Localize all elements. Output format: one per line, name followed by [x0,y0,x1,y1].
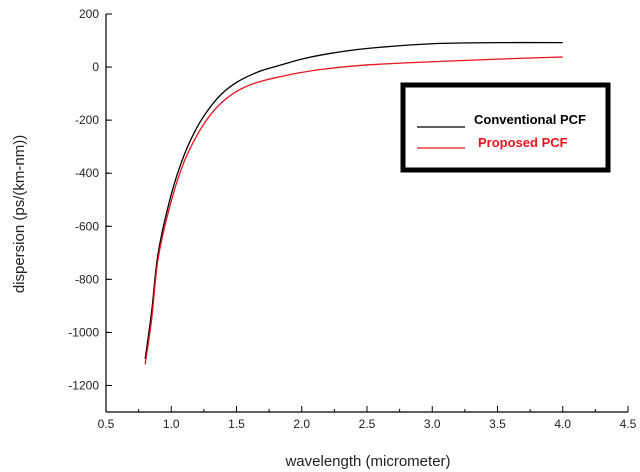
legend: Conventional PCF Proposed PCF [400,82,611,173]
y-tick-label: -1000 [68,325,99,339]
y-tick-label: -400 [75,166,99,180]
y-tick-label: 0 [92,60,99,74]
y-axis-title: dispersion (ps/(km-nm)) [11,135,28,293]
x-tick-label: 0.5 [98,417,115,431]
y-tick-label: -1200 [68,378,99,392]
x-tick-label: 2.0 [293,417,310,431]
series-line-conventional [144,41,563,360]
x-tick-label: 1.0 [163,417,180,431]
y-tick-label: -600 [75,219,99,233]
y-tick-label: -200 [75,113,99,127]
x-tick-label: 2.5 [359,417,376,431]
series-layer [144,41,563,365]
y-tick-label: -800 [75,272,99,286]
y-axis: 200 0 -200 -400 -600 -800 -1000 -1200 [68,7,112,392]
x-tick-label: 3.0 [424,417,441,431]
x-axis-title: wavelength (micrometer) [284,453,450,470]
plot-area [105,14,628,413]
x-tick-label: 4.5 [620,417,637,431]
x-tick-label: 4.0 [554,417,571,431]
x-tick-label: 3.5 [489,417,506,431]
y-tick-label: 200 [79,7,99,21]
legend-label-proposed: Proposed PCF [478,135,568,150]
x-axis: 0.5 1.0 1.5 2.0 2.5 3.0 3.5 4.0 4.5 [98,406,637,431]
series-line-proposed [144,56,563,365]
legend-label-conventional: Conventional PCF [474,112,586,127]
x-tick-label: 1.5 [228,417,245,431]
